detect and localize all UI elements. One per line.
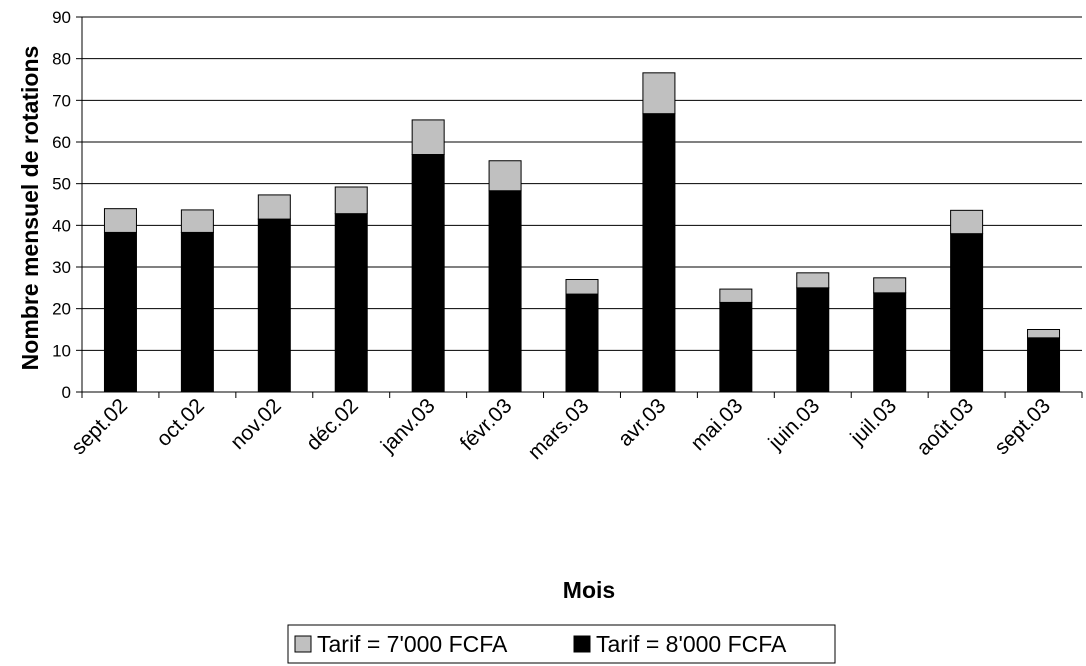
- legend-swatch-8000: [573, 635, 591, 653]
- bar-segment-tarif-7000: [334, 186, 368, 215]
- y-tick-label: 90: [52, 8, 71, 27]
- bar-segment-tarif-8000: [488, 190, 522, 393]
- x-tick-label: juil.03: [845, 394, 901, 450]
- bar-segment-tarif-8000: [411, 154, 445, 393]
- x-tick-label: nov.02: [226, 394, 286, 454]
- x-tick-labels: sept.02 oct.02 nov.02 déc.02 janv.03 févr.03 m…: [67, 394, 1055, 464]
- bar-segment-tarif-7000: [103, 208, 137, 233]
- x-tick-label: sept.03: [990, 394, 1055, 459]
- x-tick-label: oct.02: [152, 394, 209, 451]
- y-tick-label: 40: [52, 216, 71, 235]
- bar-segment-tarif-7000: [488, 160, 522, 192]
- bar-segment-tarif-8000: [642, 113, 676, 393]
- y-tick-label: 0: [62, 383, 71, 402]
- bar-segment-tarif-7000: [873, 277, 907, 294]
- bar-segment-tarif-7000: [257, 194, 291, 220]
- y-axis-title: Nombre mensuel de rotations: [17, 46, 43, 371]
- x-tick-label: janv.03: [376, 394, 440, 458]
- bar-segment-tarif-7000: [411, 119, 445, 155]
- x-tick-label: mai.03: [687, 394, 748, 455]
- bar-segment-tarif-7000: [642, 72, 676, 115]
- axes: [76, 16, 1083, 398]
- y-tick-label: 20: [52, 300, 71, 319]
- bars: [103, 72, 1061, 393]
- y-tick-label: 70: [52, 91, 71, 110]
- legend-box: [287, 624, 836, 664]
- bar-segment-tarif-8000: [1027, 337, 1061, 393]
- x-tick-label: déc.02: [302, 394, 363, 455]
- gridlines: [82, 16, 1082, 351]
- y-tick-labels: 0 10 20 30 40 50 60 70 80 90: [52, 8, 71, 402]
- x-tick-label: juin.03: [764, 394, 825, 455]
- bar-segment-tarif-7000: [1027, 329, 1061, 339]
- x-tick-label: févr.03: [456, 394, 517, 455]
- bar-segment-tarif-7000: [565, 279, 599, 295]
- legend-swatch-7000: [294, 635, 312, 653]
- bar-segment-tarif-7000: [950, 209, 984, 235]
- x-tick-label: avr.03: [614, 394, 671, 451]
- legend-label-7000: Tarif = 7'000 FCFA: [317, 631, 508, 657]
- bar-segment-tarif-8000: [796, 287, 830, 393]
- legend: Tarif = 7'000 FCFA Tarif = 8'000 FCFA: [287, 624, 836, 664]
- bar-segment-tarif-8000: [719, 301, 753, 393]
- x-tick-label: mars.03: [524, 394, 594, 464]
- bar-segment-tarif-7000: [719, 288, 753, 303]
- y-tick-label: 30: [52, 258, 71, 277]
- y-tick-label: 10: [52, 341, 71, 360]
- y-tick-label: 80: [52, 50, 71, 69]
- legend-label-8000: Tarif = 8'000 FCFA: [596, 631, 787, 657]
- bar-segment-tarif-8000: [950, 233, 984, 393]
- y-tick-label: 50: [52, 175, 71, 194]
- bar-segment-tarif-8000: [873, 292, 907, 393]
- x-tick-label: sept.02: [67, 394, 132, 459]
- bar-segment-tarif-8000: [334, 213, 368, 393]
- y-tick-label: 60: [52, 133, 71, 152]
- bar-segment-tarif-8000: [180, 231, 214, 393]
- x-axis-title: Mois: [563, 577, 615, 603]
- bar-segment-tarif-7000: [796, 272, 830, 289]
- bar-segment-tarif-8000: [103, 231, 137, 393]
- bar-segment-tarif-8000: [257, 218, 291, 393]
- bar-segment-tarif-8000: [565, 293, 599, 393]
- x-tick-label: août.03: [912, 394, 978, 460]
- bar-segment-tarif-7000: [180, 209, 214, 233]
